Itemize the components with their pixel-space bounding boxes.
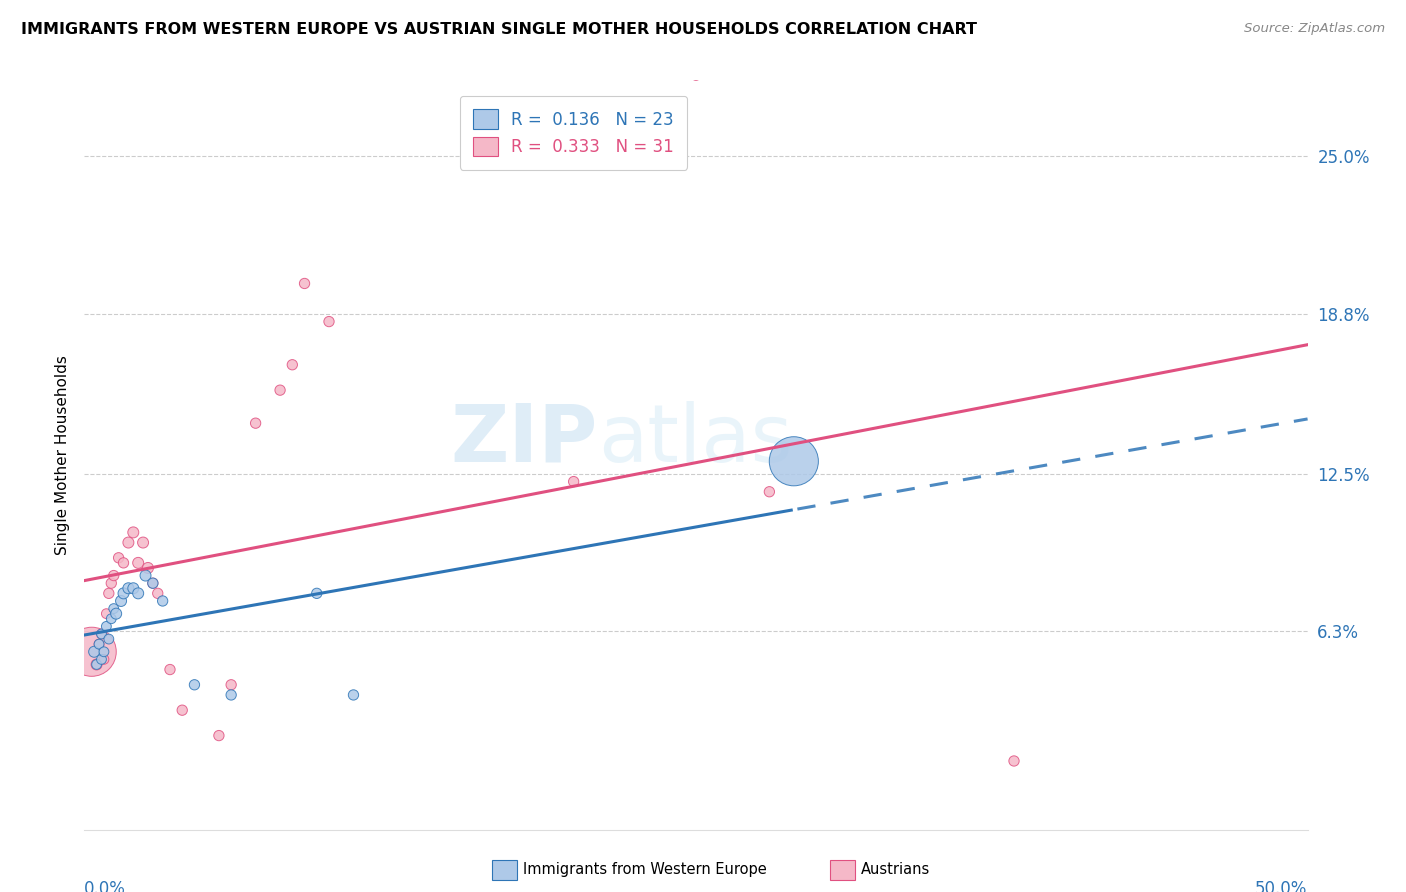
- Point: [97, 586, 120, 600]
- Point: [105, 607, 128, 621]
- Point: [90, 627, 112, 641]
- Point: [93, 652, 115, 666]
- Point: [758, 484, 780, 499]
- Point: [86, 657, 108, 672]
- Point: [146, 586, 169, 600]
- Point: [122, 525, 145, 540]
- Point: [1002, 754, 1025, 768]
- Point: [112, 556, 135, 570]
- Point: [783, 454, 806, 468]
- Point: [172, 703, 194, 717]
- Point: [127, 556, 149, 570]
- Point: [110, 594, 132, 608]
- Point: [100, 576, 122, 591]
- Point: [97, 632, 120, 646]
- Text: IMMIGRANTS FROM WESTERN EUROPE VS AUSTRIAN SINGLE MOTHER HOUSEHOLDS CORRELATION : IMMIGRANTS FROM WESTERN EUROPE VS AUSTRI…: [21, 22, 977, 37]
- Point: [117, 535, 139, 549]
- Point: [83, 645, 105, 659]
- Point: [103, 601, 125, 615]
- Point: [245, 416, 267, 430]
- Point: [100, 612, 122, 626]
- Point: [142, 576, 165, 591]
- Point: [87, 637, 110, 651]
- Y-axis label: Single Mother Households: Single Mother Households: [55, 355, 70, 555]
- Point: [294, 277, 316, 291]
- Point: [159, 663, 181, 677]
- Point: [80, 645, 103, 659]
- Point: [136, 561, 159, 575]
- Point: [562, 475, 585, 489]
- Point: [269, 383, 291, 397]
- Point: [342, 688, 364, 702]
- Point: [127, 586, 149, 600]
- Point: [208, 729, 231, 743]
- Text: ZIP: ZIP: [451, 401, 598, 479]
- Text: 0.0%: 0.0%: [84, 880, 127, 892]
- Point: [305, 586, 328, 600]
- Point: [183, 678, 205, 692]
- Point: [685, 68, 707, 82]
- Text: Immigrants from Western Europe: Immigrants from Western Europe: [523, 863, 766, 877]
- Point: [112, 586, 135, 600]
- Text: atlas: atlas: [598, 401, 793, 479]
- Point: [142, 576, 165, 591]
- Point: [90, 627, 112, 641]
- Point: [117, 581, 139, 595]
- Point: [90, 652, 112, 666]
- Point: [87, 637, 110, 651]
- Point: [103, 568, 125, 582]
- Point: [96, 619, 118, 633]
- Point: [122, 581, 145, 595]
- Point: [219, 688, 242, 702]
- Point: [132, 535, 155, 549]
- Text: Austrians: Austrians: [860, 863, 929, 877]
- Point: [152, 594, 174, 608]
- Point: [86, 657, 108, 672]
- Point: [96, 607, 118, 621]
- Legend: R =  0.136   N = 23, R =  0.333   N = 31: R = 0.136 N = 23, R = 0.333 N = 31: [460, 96, 688, 169]
- Point: [219, 678, 242, 692]
- Text: Source: ZipAtlas.com: Source: ZipAtlas.com: [1244, 22, 1385, 36]
- Point: [107, 550, 129, 565]
- Text: 50.0%: 50.0%: [1256, 880, 1308, 892]
- Point: [93, 645, 115, 659]
- Point: [281, 358, 304, 372]
- Point: [135, 568, 157, 582]
- Point: [318, 315, 340, 329]
